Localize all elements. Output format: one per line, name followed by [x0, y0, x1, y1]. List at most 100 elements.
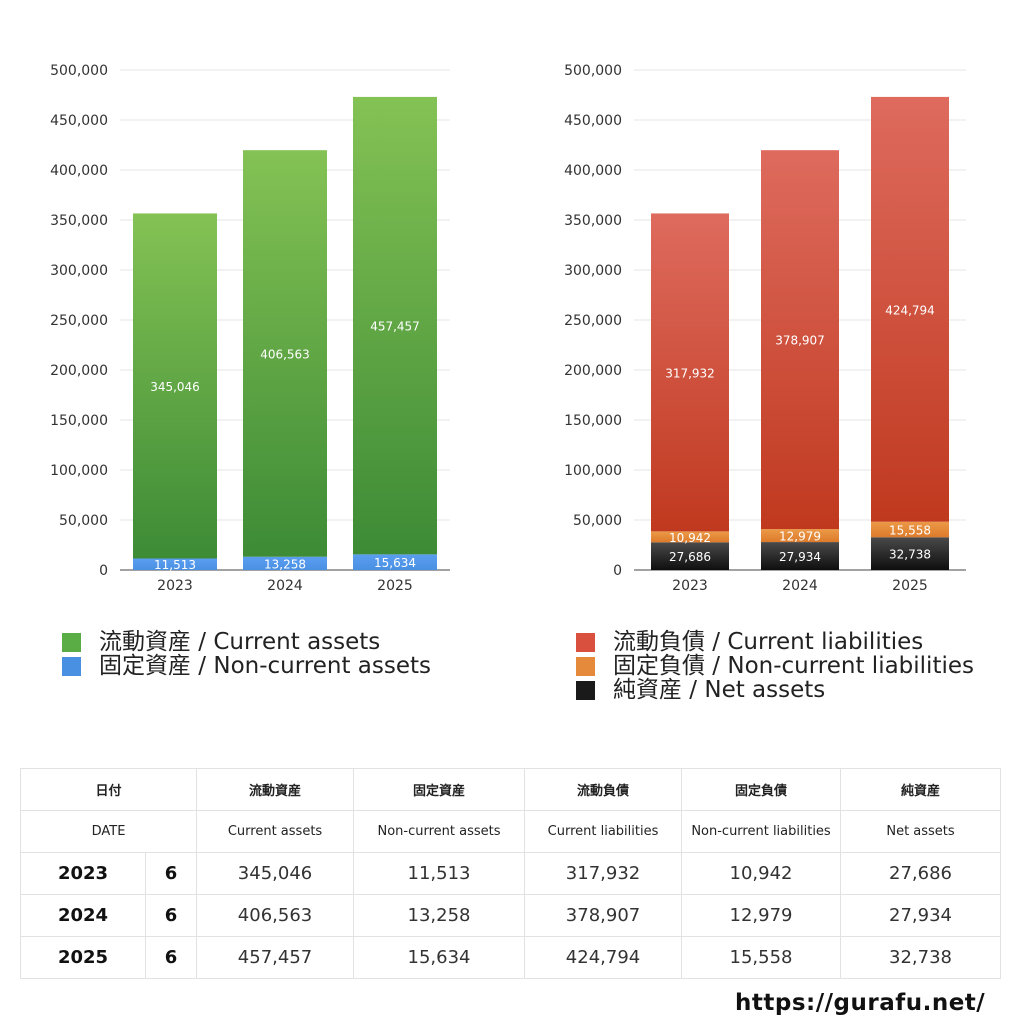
- row-year: 2024: [20, 894, 146, 937]
- y-tick-label: 350,000: [564, 213, 622, 229]
- table-header-row-jp: 日付 流動資産 固定資産 流動負債 固定負債 純資産: [19, 768, 1002, 811]
- site-url: https://gurafu.net/: [735, 990, 986, 1016]
- header-date-en: DATE: [19, 810, 198, 853]
- bar-segment: [761, 542, 839, 570]
- row-month: 6: [144, 894, 198, 937]
- legend-item-current-liabilities: 流動負債 / Current liabilities: [576, 630, 974, 654]
- x-tick-label: 2025: [892, 578, 928, 594]
- header-non-current-liabilities-jp: 固定負債: [681, 768, 842, 811]
- bar-segment: [243, 150, 327, 557]
- header-current-assets-jp: 流動資産: [196, 768, 355, 811]
- data-label: 345,046: [150, 380, 200, 394]
- header-date-jp: 日付: [19, 768, 198, 811]
- cell-non-current-liabilities: 10,942: [681, 852, 842, 895]
- header-current-assets-en: Current assets: [196, 810, 355, 853]
- legend-swatch: [576, 632, 595, 652]
- liabilities-bar-chart: 0 50,000 100,000 150,000 200,000 250,000 300,0…: [564, 63, 966, 594]
- header-current-liabilities-jp: 流動負債: [524, 768, 683, 811]
- y-tick-label: 400,000: [50, 163, 108, 179]
- bar-segment: [871, 96, 949, 522]
- y-tick-label: 150,000: [564, 413, 622, 429]
- data-label: 406,563: [260, 347, 310, 361]
- bar-segment: [353, 96, 437, 555]
- data-label: 457,457: [370, 320, 420, 334]
- legend-item-non-current-liabilities: 固定負債 / Non-current liabilities: [576, 654, 974, 678]
- assets-legend: 流動資産 / Current assets 固定資産 / Non-current…: [62, 630, 431, 678]
- data-label: 424,794: [885, 303, 935, 317]
- x-tick-label: 2023: [672, 578, 708, 594]
- data-label: 317,932: [665, 366, 715, 380]
- cell-non-current-assets: 11,513: [353, 852, 526, 895]
- cell-current-liabilities: 378,907: [524, 894, 683, 937]
- cell-net-assets: 27,686: [840, 852, 1002, 895]
- table-row: 2025 6 457,457 15,634 424,794 15,558 32,…: [20, 936, 1002, 979]
- y-tick-label: 300,000: [50, 263, 108, 279]
- bar-segment: [761, 529, 839, 543]
- cell-current-assets: 345,046: [196, 852, 355, 895]
- bar-segment: [871, 537, 949, 570]
- table-header-row-en: DATE Current assets Non-current assets C…: [19, 810, 1002, 853]
- bar-segment: [651, 213, 729, 532]
- legend-label: 純資産 / Net assets: [613, 677, 826, 703]
- cell-current-assets: 406,563: [196, 894, 355, 937]
- y-tick-label: 0: [613, 563, 622, 579]
- assets-bar-chart: 0 50,000 100,000 150,000 200,000 250,000 300,0…: [50, 63, 450, 594]
- y-tick-label: 200,000: [564, 363, 622, 379]
- y-tick-label: 500,000: [564, 63, 622, 79]
- row-month: 6: [144, 852, 198, 895]
- liabilities-legend: 流動負債 / Current liabilities 固定負債 / Non-cu…: [576, 630, 974, 702]
- legend-swatch: [62, 656, 81, 676]
- y-tick-label: 150,000: [50, 413, 108, 429]
- data-label: 12,979: [779, 530, 821, 544]
- data-label: 10,942: [669, 531, 711, 545]
- x-tick-label: 2023: [157, 578, 193, 594]
- header-non-current-liabilities-en: Non-current liabilities: [681, 810, 842, 853]
- y-tick-label: 250,000: [564, 313, 622, 329]
- y-tick-label: 300,000: [564, 263, 622, 279]
- legend-label: 固定資産 / Non-current assets: [99, 653, 432, 679]
- row-year: 2023: [20, 852, 146, 895]
- table-row: 2024 6 406,563 13,258 378,907 12,979 27,…: [20, 894, 1002, 937]
- data-label: 15,558: [889, 523, 931, 537]
- header-non-current-assets-jp: 固定資産: [353, 768, 526, 811]
- bar-segment: [761, 150, 839, 530]
- y-tick-label: 350,000: [50, 213, 108, 229]
- y-tick-label: 100,000: [50, 463, 108, 479]
- y-tick-label: 0: [99, 563, 108, 579]
- y-tick-label: 450,000: [564, 113, 622, 129]
- y-tick-label: 500,000: [50, 63, 108, 79]
- x-tick-label: 2024: [782, 578, 818, 594]
- legend-label: 流動負債 / Current liabilities: [613, 629, 924, 655]
- legend-swatch: [576, 656, 595, 676]
- bar-segment: [651, 542, 729, 570]
- bar-segment: [133, 213, 217, 559]
- bar-segment: [353, 554, 437, 570]
- x-tick-label: 2024: [267, 578, 303, 594]
- y-tick-label: 400,000: [564, 163, 622, 179]
- cell-non-current-liabilities: 15,558: [681, 936, 842, 979]
- row-year: 2025: [20, 936, 146, 979]
- cell-current-liabilities: 317,932: [524, 852, 683, 895]
- data-label: 15,634: [374, 556, 416, 570]
- legend-label: 固定負債 / Non-current liabilities: [613, 653, 974, 679]
- bar-segment: [871, 521, 949, 538]
- y-tick-label: 200,000: [50, 363, 108, 379]
- legend-swatch: [62, 632, 81, 652]
- balance-sheet-table: 日付 流動資産 固定資産 流動負債 固定負債 純資産 DATE Current …: [19, 768, 1002, 979]
- legend-item-net-assets: 純資産 / Net assets: [576, 678, 974, 702]
- cell-net-assets: 32,738: [840, 936, 1002, 979]
- legend-item-non-current-assets: 固定資産 / Non-current assets: [62, 654, 431, 678]
- cell-non-current-assets: 15,634: [353, 936, 526, 979]
- y-tick-label: 50,000: [573, 513, 622, 529]
- data-label: 27,686: [669, 550, 711, 564]
- bar-segment: [133, 558, 217, 570]
- table-row: 2023 6 345,046 11,513 317,932 10,942 27,…: [20, 852, 1002, 895]
- bar-segment: [243, 556, 327, 570]
- data-label: 13,258: [264, 557, 306, 571]
- y-tick-label: 450,000: [50, 113, 108, 129]
- cell-non-current-assets: 13,258: [353, 894, 526, 937]
- cell-non-current-liabilities: 12,979: [681, 894, 842, 937]
- legend-label: 流動資産 / Current assets: [99, 629, 381, 655]
- y-tick-label: 100,000: [564, 463, 622, 479]
- y-tick-label: 250,000: [50, 313, 108, 329]
